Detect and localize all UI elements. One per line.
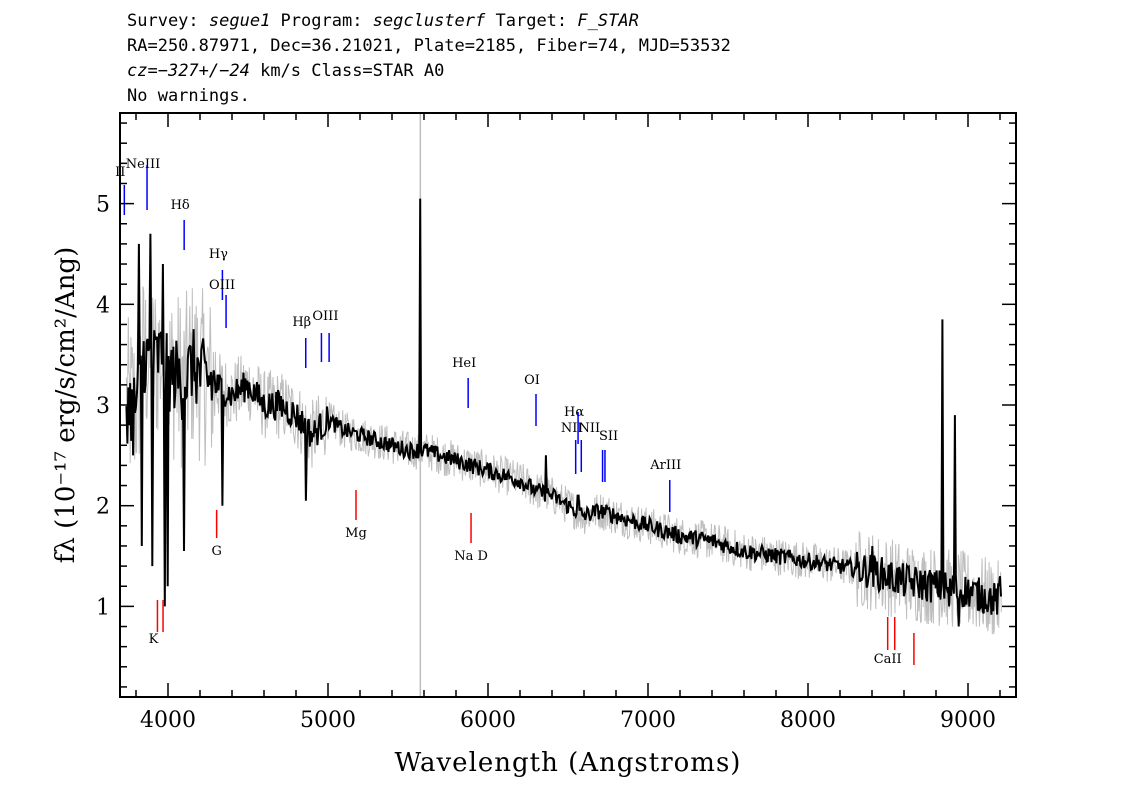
x-tick-label: 8000 [780,708,836,733]
emission-label: NII [578,421,600,436]
axes-layer: 4000 5000 6000 7000 8000 9000 1 2 3 4 5 Wavelength … [51,112,1017,778]
x-axis-label: Wavelength (Angstroms) [395,748,742,778]
header-line-redshift: cz=−327+/−24 km/s Class=STAR A0 [127,61,445,81]
flux-black-line [125,198,1002,627]
flux-black-layer [125,198,1002,627]
y-tick-label: 2 [96,495,110,520]
emission-label: SII [599,429,618,444]
emission-label: OI [524,373,540,388]
absorption-label: K [149,632,159,647]
y-axis-label: fλ (10⁻¹⁷ erg/s/cm²/Ang) [51,247,81,563]
emission-label: Hγ [209,247,228,262]
emission-label: ArIII [649,458,681,473]
y-tick-label: 5 [96,193,110,218]
header-line-coordinates: RA=250.87971, Dec=36.21021, Plate=2185, … [127,36,731,56]
y-tick-label: 3 [96,394,110,419]
y-tick-label: 1 [96,595,110,620]
flux-grey-layer [125,277,1002,635]
emission-label: NeIII [126,157,160,172]
emission-label: OIII [312,309,338,324]
y-tick-label: 4 [96,293,110,318]
emission-label: OIII [209,278,235,293]
x-tick-label: 9000 [940,708,996,733]
emission-label: Hα [564,405,584,420]
emission-label: HeI [452,356,476,371]
x-tick-label: 4000 [140,708,196,733]
emission-label: Hδ [171,198,190,213]
absorption-label: Mg [345,526,367,541]
header-line-survey: Survey: segue1 Program: segclusterf Targ… [127,11,639,31]
emission-label: Hβ [292,315,311,330]
absorption-label: Na D [454,549,488,564]
header-line-warnings: No warnings. [127,86,250,106]
flux-grey-line [125,277,1002,635]
emission-label: NII [561,421,583,436]
x-tick-label: 6000 [460,708,516,733]
x-tick-label: 5000 [300,708,356,733]
absorption-label: CaII [874,652,902,667]
x-tick-label: 7000 [620,708,676,733]
absorption-label: G [211,544,221,559]
